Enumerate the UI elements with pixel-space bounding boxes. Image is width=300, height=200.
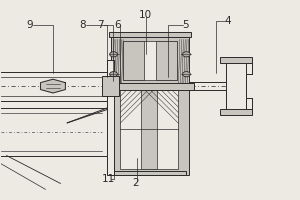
Text: 10: 10	[139, 10, 152, 20]
Text: 11: 11	[102, 174, 115, 184]
Bar	[110, 86, 189, 175]
Bar	[102, 76, 119, 96]
Bar	[120, 89, 178, 169]
Text: 8: 8	[80, 20, 86, 30]
Bar	[111, 37, 189, 88]
Text: 2: 2	[132, 178, 138, 188]
Bar	[220, 57, 251, 63]
Text: 4: 4	[224, 16, 231, 26]
Bar	[123, 41, 143, 80]
Bar	[109, 32, 191, 37]
Text: 6: 6	[114, 20, 121, 30]
Bar	[113, 171, 186, 175]
Circle shape	[110, 52, 118, 57]
Bar	[104, 83, 194, 90]
Bar	[226, 60, 246, 112]
Circle shape	[182, 72, 190, 77]
Circle shape	[182, 52, 190, 57]
Bar	[141, 89, 158, 169]
Bar	[123, 41, 177, 80]
Text: 9: 9	[27, 20, 33, 30]
Bar	[107, 60, 114, 175]
Polygon shape	[40, 79, 65, 93]
Bar	[220, 109, 251, 115]
Circle shape	[110, 72, 118, 77]
Bar	[157, 41, 177, 80]
Text: 5: 5	[182, 20, 189, 30]
Text: 7: 7	[98, 20, 104, 30]
